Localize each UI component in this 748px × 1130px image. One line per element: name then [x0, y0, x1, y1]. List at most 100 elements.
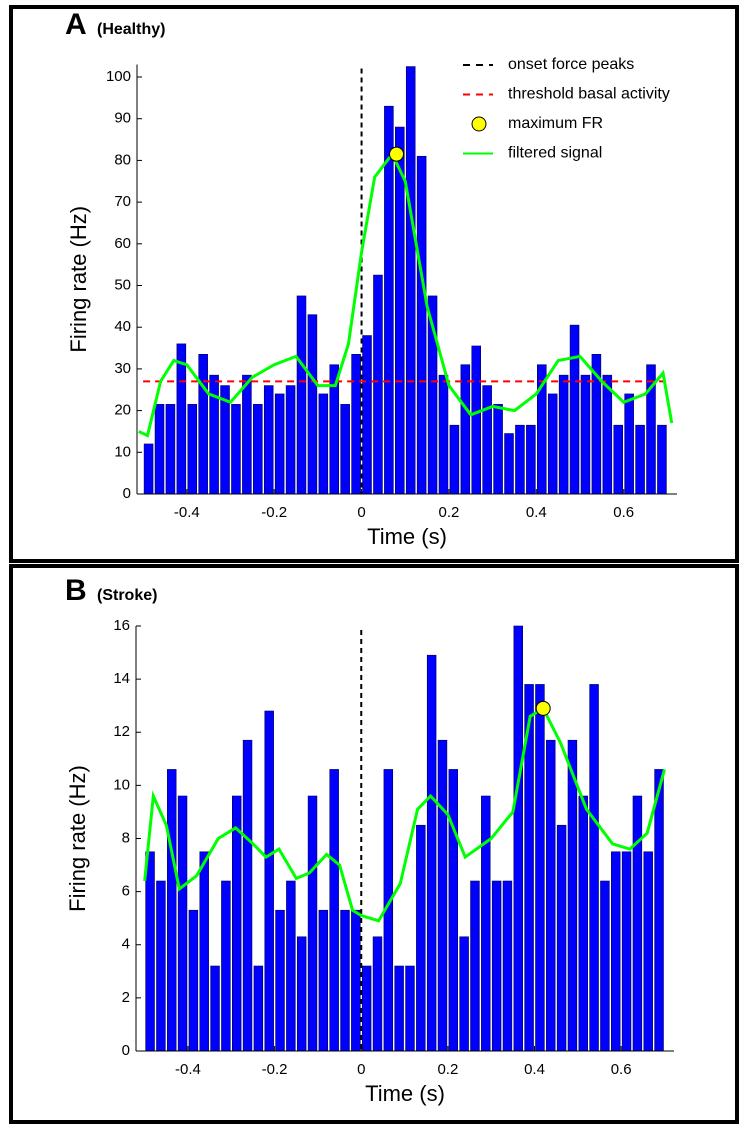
bar [154, 404, 165, 495]
bar [242, 739, 253, 1052]
bar [471, 345, 482, 495]
y-tick-label: 70 [114, 193, 131, 210]
x-tick-label: -0.4 [175, 1061, 201, 1078]
bar [602, 374, 613, 495]
panel-subtitle: (Healthy) [97, 21, 165, 38]
bar [340, 404, 350, 495]
bar [493, 404, 503, 495]
bar [318, 909, 329, 1052]
bar [635, 424, 645, 495]
y-axis-label: Firing rate (Hz) [66, 206, 91, 353]
bar [569, 324, 580, 495]
y-tick-label: 6 [122, 883, 130, 900]
y-tick-label: 100 [106, 68, 131, 85]
max-marker [389, 146, 405, 162]
bar [558, 374, 569, 495]
bar [481, 795, 491, 1052]
bar [286, 880, 296, 1052]
y-tick-label: 0 [122, 1042, 130, 1059]
bar [459, 936, 469, 1052]
bar [198, 354, 208, 495]
bar [504, 433, 514, 495]
bar [176, 343, 187, 495]
bar [264, 710, 274, 1052]
bar [405, 66, 416, 495]
y-tick-label: 80 [114, 151, 131, 168]
bar [624, 393, 634, 495]
bar [513, 625, 523, 1052]
bar [643, 851, 653, 1052]
y-tick-label: 40 [114, 318, 131, 335]
panel-frame [9, 564, 739, 1124]
bar [578, 795, 588, 1052]
bar [231, 404, 241, 495]
bar [210, 965, 220, 1052]
bar [395, 126, 405, 495]
panel-label: A [65, 8, 87, 41]
legend-symbol [471, 116, 487, 132]
bar [546, 739, 556, 1052]
x-tick-label: 0 [357, 504, 365, 521]
bar [482, 385, 492, 495]
bar [448, 769, 459, 1052]
bar [613, 424, 623, 495]
max-marker [535, 700, 551, 716]
bar [567, 739, 578, 1052]
y-tick-label: 60 [114, 235, 131, 252]
bar [188, 909, 199, 1052]
bar [156, 880, 166, 1052]
legend-label: onset force peaks [508, 56, 634, 73]
bar [438, 374, 449, 495]
x-axis-label: Time (s) [367, 524, 447, 549]
x-tick-label: 0.6 [613, 504, 634, 521]
legend-label: filtered signal [508, 145, 602, 162]
x-tick-label: 0 [357, 1061, 365, 1078]
bar [416, 155, 427, 495]
y-tick-label: 10 [113, 776, 130, 793]
y-tick-label: 14 [113, 670, 130, 687]
y-tick-label: 8 [122, 829, 130, 846]
y-tick-label: 20 [114, 402, 131, 419]
bar [589, 684, 599, 1052]
bar [437, 739, 448, 1052]
bar [167, 769, 177, 1052]
bar [526, 424, 536, 495]
y-tick-label: 4 [122, 936, 130, 953]
bar [373, 274, 383, 495]
y-tick-label: 30 [114, 360, 131, 377]
bar [199, 851, 209, 1052]
bar [515, 424, 525, 495]
bar [491, 880, 502, 1052]
bar [405, 965, 415, 1052]
bar [274, 393, 285, 495]
y-tick-label: 10 [114, 443, 131, 460]
bar [449, 424, 460, 495]
bar [253, 965, 264, 1052]
bar [416, 824, 426, 1052]
bar [318, 393, 329, 495]
bar [394, 965, 404, 1052]
bar [253, 404, 263, 495]
bar [187, 404, 198, 495]
bar [621, 851, 632, 1052]
bar [535, 684, 545, 1052]
x-tick-label: 0.2 [439, 504, 460, 521]
bar [580, 374, 591, 495]
bar [351, 354, 361, 495]
x-tick-label: -0.2 [262, 1061, 288, 1078]
panel-frame [9, 5, 739, 563]
bar [296, 295, 307, 495]
x-tick-label: 0.2 [437, 1061, 458, 1078]
bar [307, 314, 318, 495]
bar [329, 769, 339, 1052]
y-tick-label: 12 [113, 723, 130, 740]
bar [632, 795, 643, 1052]
bar [231, 795, 242, 1052]
y-axis-label: Firing rate (Hz) [65, 765, 90, 912]
bar [362, 335, 372, 495]
bar [296, 936, 307, 1052]
bar [470, 880, 480, 1052]
x-tick-label: -0.4 [174, 504, 200, 521]
bar [263, 385, 274, 495]
